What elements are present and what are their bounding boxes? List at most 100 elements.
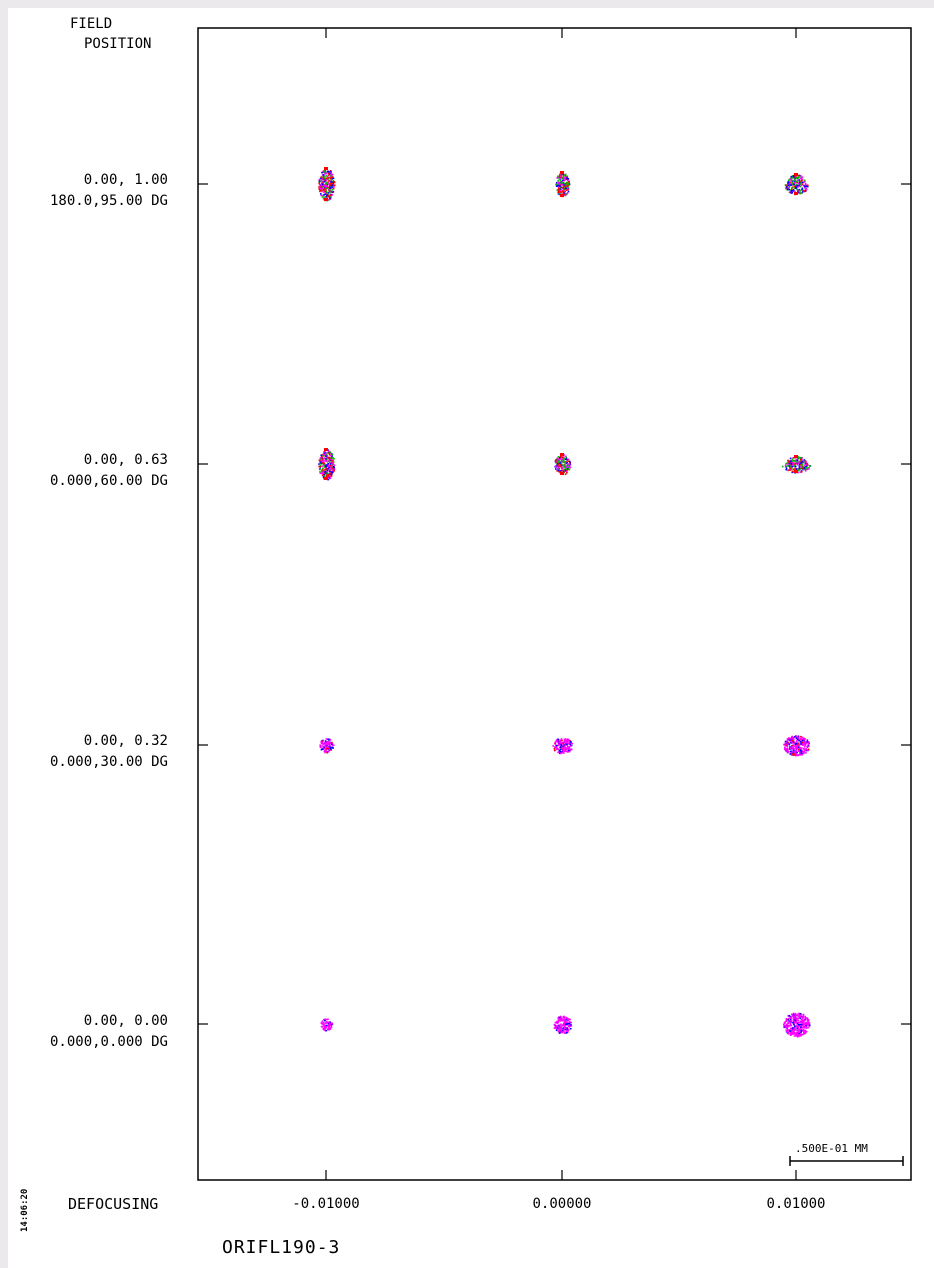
spot-point [567,747,570,750]
spot-point [325,452,327,455]
spot-point [558,1017,560,1020]
spot-point [793,1028,795,1030]
spot-point [556,465,559,467]
spot-point [793,736,796,738]
spot-point [796,180,798,183]
spot-point [562,458,565,461]
spot-point [790,180,793,182]
spot-point [324,1019,326,1022]
spot-point [798,737,800,739]
spot-point [320,189,322,192]
spot-point [561,747,563,750]
spot-point [330,175,333,178]
spot-point [799,185,802,188]
spot-point [324,745,326,747]
spot-point [563,468,565,471]
spot-point [787,1022,790,1025]
spot-point [325,464,327,466]
spot-marker-red-top [324,167,328,170]
spot-point [330,458,333,461]
spot-point [563,185,566,188]
spot-point [560,752,562,755]
defocus-tick-label-1: -0.01000 [292,1196,360,1212]
spot-point [804,1017,807,1019]
spot-point [328,739,331,742]
spot-point [563,457,565,460]
spot-point [320,462,323,465]
spot-point [806,740,809,743]
spot-point [320,470,323,472]
spot-point [323,750,326,753]
spot-point [798,1016,801,1019]
spot-point [332,179,335,182]
spot-point [807,1024,809,1026]
spot-point [561,1019,564,1022]
spot-point [318,465,320,468]
spot-point [568,748,571,751]
spot-point [324,472,327,475]
spot-point [791,460,794,462]
spot-point [560,738,563,740]
spot-point [332,177,335,179]
spot-point [331,467,334,470]
spot-point [791,458,794,460]
spot-point [566,462,568,464]
spot-point [321,457,323,459]
spot-point [324,1018,326,1020]
spot-point [804,460,807,462]
spot-point [327,460,330,462]
spot-point [799,1020,802,1023]
spot-point [324,1027,326,1029]
spot-point [797,748,800,751]
spot-point [803,1022,805,1024]
spot-point [799,1023,801,1026]
spot-point [559,185,561,188]
spot-point [792,741,794,743]
spot-point [561,181,563,183]
spot-point [333,186,335,188]
spot-point [566,466,569,469]
spot-point [566,738,569,740]
spot-marker-red-top [794,455,798,458]
spot-point [566,745,569,748]
spot-cluster-r4-c1 [320,1018,334,1032]
spot-point [807,1019,810,1021]
spot-point [804,741,806,744]
spot-point [799,1014,801,1016]
spot-point [557,1022,559,1024]
spot-point [786,738,789,740]
spot-point [797,174,800,177]
spot-point [557,175,559,178]
spot-point [791,180,793,183]
spot-point [793,178,796,180]
spot-point [324,176,326,178]
spot-point [798,739,800,742]
spot-point [559,173,561,176]
spot-point [560,470,562,472]
spot-point [796,1033,799,1036]
spot-point [794,465,797,468]
spot-point [555,458,558,461]
spot-point [566,182,568,185]
spot-point [326,741,328,744]
spot-cluster-r1-c2 [555,171,571,198]
spot-point [798,1029,801,1031]
spot-point [325,457,327,460]
spot-point [798,179,800,181]
spot-point [318,180,321,183]
spot-point [560,464,562,466]
spot-point [331,471,334,474]
spot-point [799,1028,801,1030]
spot-point [566,192,569,194]
spot-point [553,1027,556,1029]
spot-point [560,746,562,748]
spot-point [332,187,335,190]
spot-point [806,1022,809,1024]
spot-point [806,749,809,752]
spot-point [567,1028,570,1031]
spot-point [323,190,325,192]
spot-point [563,189,565,192]
spot-point [319,461,322,463]
spot-point [324,196,326,198]
spot-cluster-r2-c2 [554,453,572,476]
